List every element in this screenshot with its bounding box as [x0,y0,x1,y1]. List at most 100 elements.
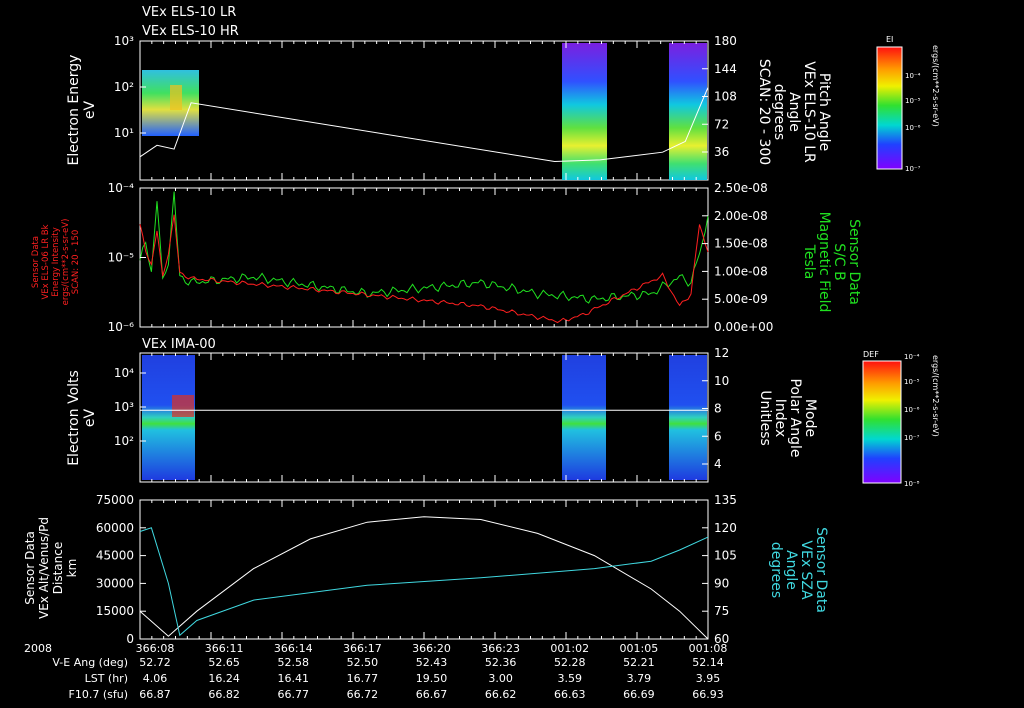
panel3-frame [139,352,709,483]
time-label: 366:14 [274,642,313,655]
p1-left-label-1: 10² [114,80,134,94]
panel1-ylabel: Electron Energy eV [66,55,98,166]
p3-right-label-2: 8 [714,402,722,416]
footer-value: 52.43 [416,656,448,669]
footer-value: 52.14 [692,656,724,669]
panel3-ylabel-2: eV [82,408,98,427]
panel1-colorbar: EI 10⁻⁴ 10⁻⁵ 10⁻⁶ 10⁻⁷ ergs/(cm**2-s-sr-… [876,35,940,173]
time-label: 001:02 [550,642,589,655]
p3-right-label-3: 6 [714,429,722,443]
time-label: 001:05 [620,642,659,655]
panel2-llabel-3: Energy Intensity [51,227,61,296]
time-label: 366:11 [205,642,244,655]
panel3-cbar-tick-2: 10⁻⁵ [904,378,920,386]
panel2-left-axis: 10⁻⁴ 10⁻⁵ 10⁻⁶ [108,181,709,334]
panel-orbit: 75000 60000 45000 30000 15000 0 135 120 105 90 75… [23,493,829,646]
panel4-left-axis: 75000 60000 45000 30000 15000 0 [96,493,709,646]
footer-value: 52.58 [278,656,310,669]
panel2-llabel-2: VEx ELS-06 LR Bk [41,224,51,299]
panel1-rlabel-1: Pitch Angle [816,73,832,151]
footer-value: 66.77 [278,688,310,701]
sza-line [139,527,709,637]
panel2-llabel-4: ergs/(cm**2-s-sr-eV) [61,219,71,306]
panel3-title: VEx IMA-00 [142,337,216,352]
panel4-ylabel-2: VEx Alt/Venus/Pd [37,517,51,619]
p2-right-label-2: 1.50e-08 [714,237,768,251]
ima-block-2 [562,355,606,480]
panel1-heatmap [142,43,707,180]
p3-right-label-4: 4 [714,457,722,471]
panel1-cbar-tick-4: 10⁻⁷ [905,165,921,173]
panel2-rlabel-1: Sensor Data [846,219,862,305]
p4-left-label-5: 0 [126,632,134,646]
time-label: 001:08 [689,642,728,655]
p3-right-label-1: 10 [714,374,729,388]
panel2-right-label: Sensor Data S/C B Magnetic Field Tesla [801,212,862,313]
time-axis-footer: 2008 V-E Ang (deg) LST (hr) F10.7 (sfu) … [24,642,727,701]
time-label: 366:20 [412,642,451,655]
panel3-rlabel-4: Unitless [757,390,773,446]
p1-left-label-0: 10³ [114,34,134,48]
panel1-rlabel-2: VEx ELS-10 LR [801,61,817,163]
footer-value: 52.21 [623,656,655,669]
p4-right-label-5: 60 [714,632,729,646]
panel1-colorbar-gradient [876,46,903,170]
panel-ima: VEx IMA-00 10⁴ 10³ 10² 12 10 8 6 4 Electron Vo… [66,337,940,488]
footer-value: 66.67 [416,688,448,701]
panel1-frame [139,40,709,181]
pitch-angle-line [139,87,709,163]
footer-year: 2008 [24,642,52,655]
p4-left-label-2: 45000 [96,549,134,563]
p4-left-label-0: 75000 [96,493,134,507]
footer-value: 16.77 [347,672,379,685]
p2-right-label-5: 0.00e+00 [714,320,773,334]
panel1-ylabel-1: Electron Energy [66,55,82,166]
els-block-3 [669,43,707,180]
distance-line [139,516,709,640]
p4-right-label-1: 120 [714,521,737,535]
footer-value: 19.50 [416,672,448,685]
footer-value: 4.06 [143,672,168,685]
p1-right-label-0: 180 [714,34,737,48]
panel4-ylabel: Sensor Data VEx Alt/Venus/Pd Distance km [23,517,79,619]
panel1-title-1: VEx ELS-10 LR [142,5,236,20]
panel2-llabel-1: Sensor Data [31,236,41,288]
p4-left-label-4: 15000 [96,604,134,618]
footer-value: 66.87 [139,688,171,701]
panel3-rlabel-1: Mode [802,399,818,437]
panel3-colorbar-gradient [862,360,902,484]
panel4-frame [139,499,709,640]
p1-left-label-2: 10¹ [114,126,134,140]
panel1-rlabel-4: degrees [771,84,787,140]
panel4-ylabel-4: km [65,559,79,578]
footer-value: 16.41 [278,672,310,685]
panel3-heatmap [142,355,707,480]
p3-right-label-0: 12 [714,346,729,360]
footer-value: 3.00 [488,672,513,685]
p2-right-label-1: 2.00e-08 [714,209,768,223]
p1-right-label-3: 72 [714,117,729,131]
p4-left-label-3: 30000 [96,576,134,590]
p1-right-label-4: 36 [714,145,729,159]
els-block-2 [562,43,607,180]
footer-value: 66.82 [208,688,240,701]
panel-els: VEx ELS-10 LR VEx ELS-10 HR 10³ 10² 10¹ 18… [66,5,940,181]
footer-value: 52.65 [208,656,240,669]
panel4-ylabel-3: Distance [51,542,65,594]
panel4-rlabel-2: VEx SZA [798,540,814,600]
panel4-rlabel-1: Sensor Data [813,527,829,613]
panel1-left-axis: 10³ 10² 10¹ [114,34,709,180]
p3-left-label-0: 10⁴ [114,366,134,380]
panel3-cbar-tick-3: 10⁻⁶ [904,406,920,414]
panel2-llabel-5: SCAN: 20 - 150 [71,230,81,295]
panel3-colorbar: DEF 10⁻⁴ 10⁻⁵ 10⁻⁶ 10⁻⁷ 10⁻⁸ ergs/(cm**2… [862,350,940,488]
panel2-rlabel-3: Magnetic Field [816,212,832,313]
footer-value: 52.50 [347,656,379,669]
panel3-cbar-tick-5: 10⁻⁸ [904,480,920,488]
panel1-ylabel-2: eV [82,100,98,119]
panel3-cbar-tick-1: 10⁻⁴ [904,353,920,361]
panel3-right-axis: 12 10 8 6 4 [702,346,729,471]
footer-value: 66.63 [554,688,586,701]
